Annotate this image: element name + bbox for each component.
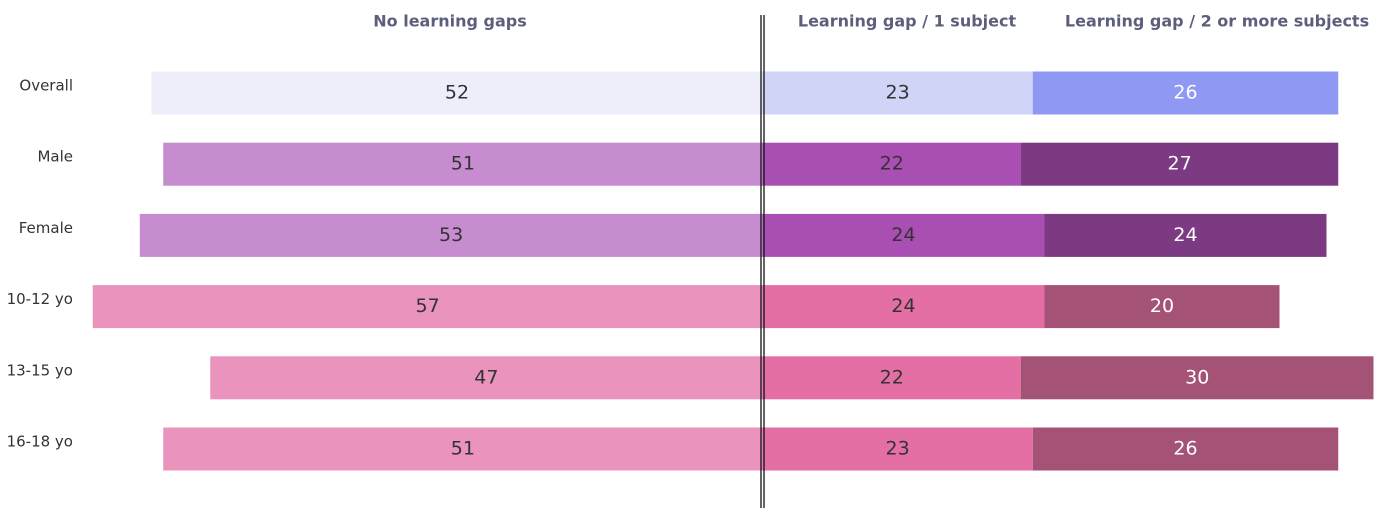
category-label: Overall bbox=[19, 77, 73, 95]
bar bbox=[1021, 142, 1339, 186]
category-label: Female bbox=[19, 219, 73, 237]
bar bbox=[1032, 71, 1339, 115]
value-label: 27 bbox=[1168, 153, 1192, 175]
value-label: 26 bbox=[1173, 82, 1197, 104]
bar bbox=[762, 427, 1033, 471]
value-label: 51 bbox=[451, 153, 475, 175]
category-label: 16-18 yo bbox=[7, 433, 73, 451]
bar bbox=[139, 213, 763, 257]
value-label: 53 bbox=[439, 224, 463, 246]
bar bbox=[92, 285, 763, 329]
bar bbox=[1021, 356, 1374, 400]
bar bbox=[163, 142, 763, 186]
value-label: 22 bbox=[880, 366, 904, 388]
bar bbox=[1044, 213, 1327, 257]
bar bbox=[762, 142, 1021, 186]
legend-label: No learning gaps bbox=[373, 12, 527, 31]
bar bbox=[163, 427, 763, 471]
value-label: 57 bbox=[416, 295, 440, 317]
category-label: 13-15 yo bbox=[7, 361, 73, 379]
bar bbox=[762, 71, 1033, 115]
bar bbox=[1044, 285, 1280, 329]
value-label: 24 bbox=[1173, 224, 1197, 246]
value-label: 30 bbox=[1185, 366, 1209, 388]
category-label: 10-12 yo bbox=[7, 290, 73, 308]
value-label: 24 bbox=[891, 224, 915, 246]
value-label: 23 bbox=[886, 82, 910, 104]
value-label: 24 bbox=[891, 295, 915, 317]
value-label: 22 bbox=[880, 153, 904, 175]
bar bbox=[1032, 427, 1339, 471]
legend-label: Learning gap / 2 or more subjects bbox=[1065, 12, 1369, 31]
bar bbox=[762, 285, 1045, 329]
bar bbox=[210, 356, 763, 400]
bar bbox=[762, 356, 1021, 400]
bar bbox=[151, 71, 763, 115]
value-label: 20 bbox=[1150, 295, 1174, 317]
value-label: 23 bbox=[886, 438, 910, 460]
value-label: 52 bbox=[445, 82, 469, 104]
category-label: Male bbox=[37, 148, 73, 166]
bar bbox=[762, 213, 1045, 257]
value-label: 47 bbox=[474, 366, 498, 388]
value-label: 51 bbox=[451, 438, 475, 460]
legend-label: Learning gap / 1 subject bbox=[798, 12, 1017, 31]
value-label: 26 bbox=[1173, 438, 1197, 460]
